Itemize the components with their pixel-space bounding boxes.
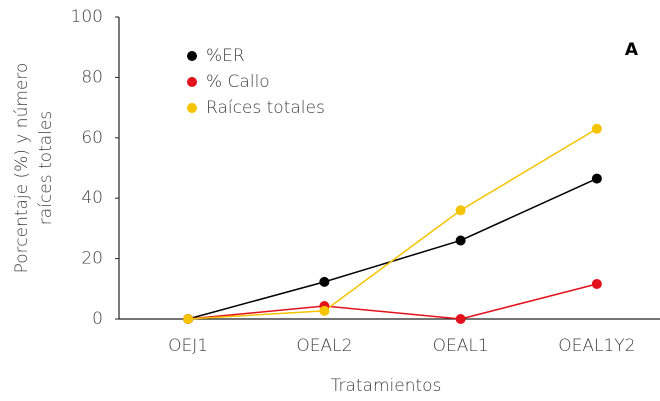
data-point [455,235,466,246]
data-point [319,305,330,316]
legend-label: Raíces totales [206,98,325,118]
y-tick-label: 80 [81,67,103,87]
data-point [591,173,602,184]
x-tick-label: OEAL1 [433,336,489,356]
data-point [183,314,194,324]
data-point [455,314,466,324]
legend-label: % Callo [206,72,270,92]
legend-marker [187,77,197,87]
annotation: A [625,40,639,60]
data-point [591,123,602,134]
y-tick-label: 40 [81,188,103,208]
series-line [188,128,598,320]
x-tick-label: OEAL1Y2 [558,336,635,356]
y-tick-label: 100 [71,7,103,27]
data-point [591,278,602,289]
y-tick-label: 60 [81,128,103,148]
x-tick-label: OEJ1 [168,336,208,356]
legend-label: %ER [206,46,245,66]
x-axis-label: Tratamientos [331,376,442,396]
data-point [455,205,466,216]
series-line [188,283,598,320]
y-axis-label: Porcentaje (%) y número [12,63,32,274]
y-axis-label: raíces totales [36,111,56,225]
series-line [187,177,598,320]
y-tick-label: 20 [81,249,103,269]
legend-marker [187,103,197,113]
legend-marker [187,51,197,61]
y-tick-label: 0 [92,309,103,329]
x-tick-label: OEAL2 [296,336,352,356]
data-point [319,276,330,287]
